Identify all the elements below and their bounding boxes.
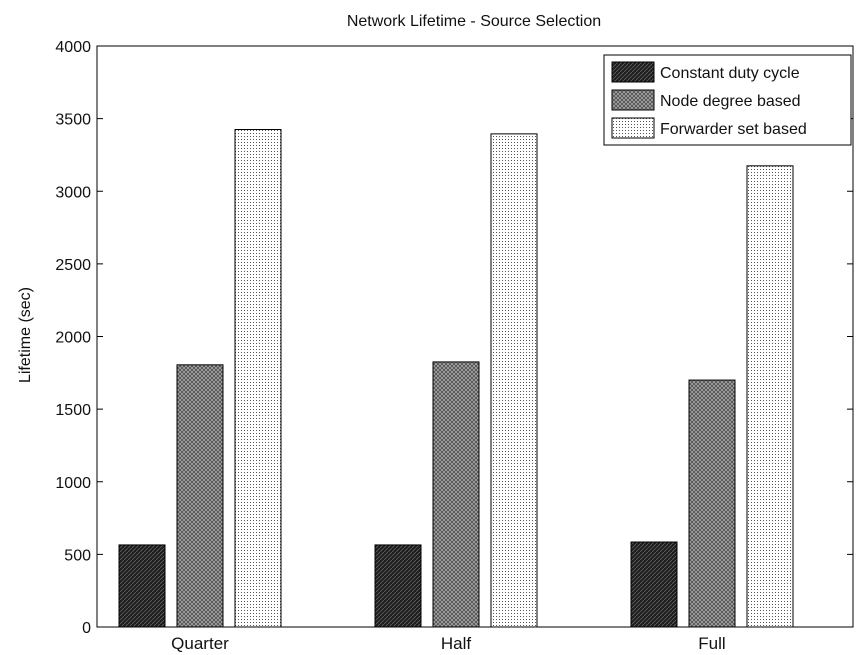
y-tick-label: 1000	[55, 475, 91, 492]
bar	[234, 129, 282, 628]
legend-entry: Forwarder set based	[660, 121, 807, 138]
bar	[746, 165, 794, 628]
x-tick-label: Half	[441, 634, 472, 653]
y-tick-label: 500	[64, 547, 91, 564]
bar	[688, 379, 736, 628]
legend-swatch	[611, 89, 655, 111]
y-tick-label: 1500	[55, 402, 91, 419]
bar	[118, 544, 166, 628]
y-tick-label: 4000	[55, 39, 91, 56]
legend-swatch	[611, 117, 655, 139]
chart-title: Network Lifetime - Source Selection	[347, 13, 601, 30]
legend: Constant duty cycle Node degree based Forw…	[603, 54, 852, 146]
y-tick-label: 0	[82, 620, 91, 637]
legend-entry: Node degree based	[660, 93, 801, 110]
legend-swatch	[611, 61, 655, 83]
legend-entry: Constant duty cycle	[660, 65, 800, 82]
y-tick-label: 2000	[55, 330, 91, 347]
bar	[374, 544, 422, 628]
bar	[490, 133, 538, 628]
plot-area: 0 500 1000 1500 2000 2500 3000 3500 4000 Quarter H…	[55, 39, 854, 653]
bar	[176, 364, 224, 628]
bar	[630, 541, 678, 628]
bar	[432, 361, 480, 628]
y-tick-label: 3500	[55, 112, 91, 129]
x-tick-label: Full	[698, 634, 725, 653]
y-tick-label: 2500	[55, 257, 91, 274]
y-tick-label: 3000	[55, 184, 91, 201]
y-axis-label: Lifetime (sec)	[17, 287, 34, 383]
x-tick-label: Quarter	[171, 634, 229, 653]
